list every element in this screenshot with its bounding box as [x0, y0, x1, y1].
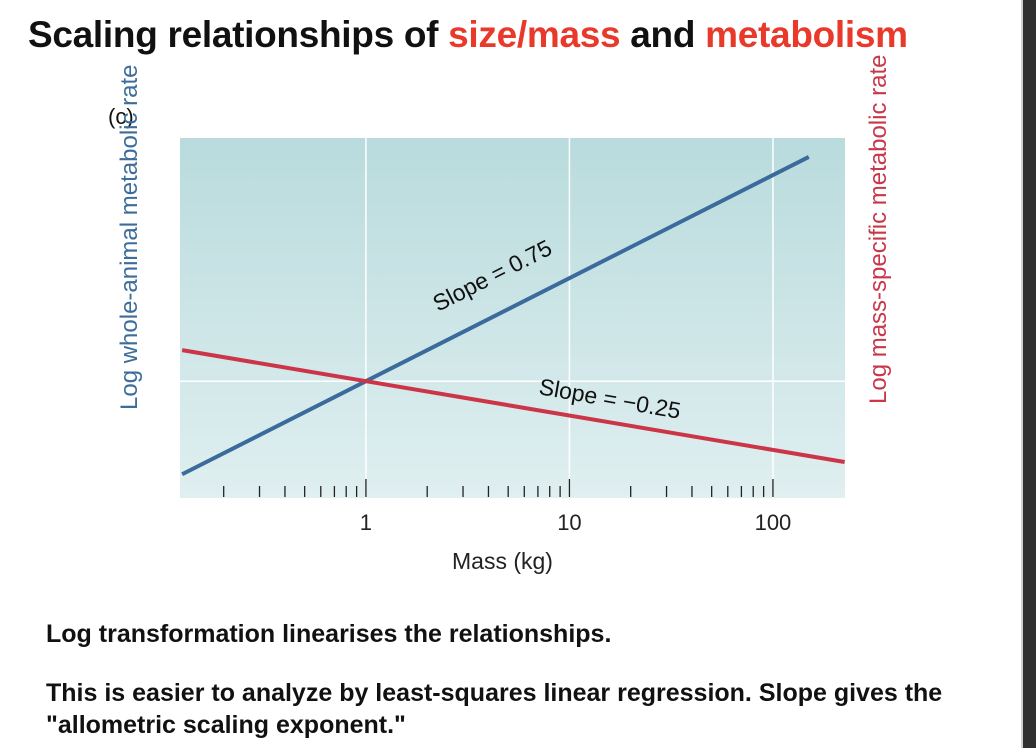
y-axis-label-right: Log mass-specific metabolic rate [865, 54, 892, 404]
x-tick-label: 10 [557, 510, 581, 535]
x-axis-label: Mass (kg) [452, 548, 553, 574]
x-tick-label: 100 [755, 510, 792, 535]
series-line-whole-animal [181, 155, 810, 477]
plot-area [180, 138, 845, 498]
scrollbar-track[interactable] [1023, 0, 1036, 748]
x-tick-label: 1 [360, 510, 372, 535]
title-text: Scaling relationships of [28, 14, 449, 55]
slide-title: Scaling relationships of size/mass and m… [28, 14, 908, 56]
title-highlight-metabolism: metabolism [705, 14, 908, 55]
panel-label: (c) [108, 104, 134, 129]
body-text-2: This is easier to analyze by least-squar… [46, 679, 943, 739]
y-axis-label-left: Log whole-animal metabolic rate [116, 64, 143, 410]
series-line-mass-specific [181, 348, 845, 464]
scrollbar-border [1021, 0, 1023, 748]
body-text-1: Log transformation linearises the relati… [46, 620, 612, 648]
title-text-and: and [620, 14, 706, 55]
title-highlight-size: size/mass [448, 14, 621, 55]
